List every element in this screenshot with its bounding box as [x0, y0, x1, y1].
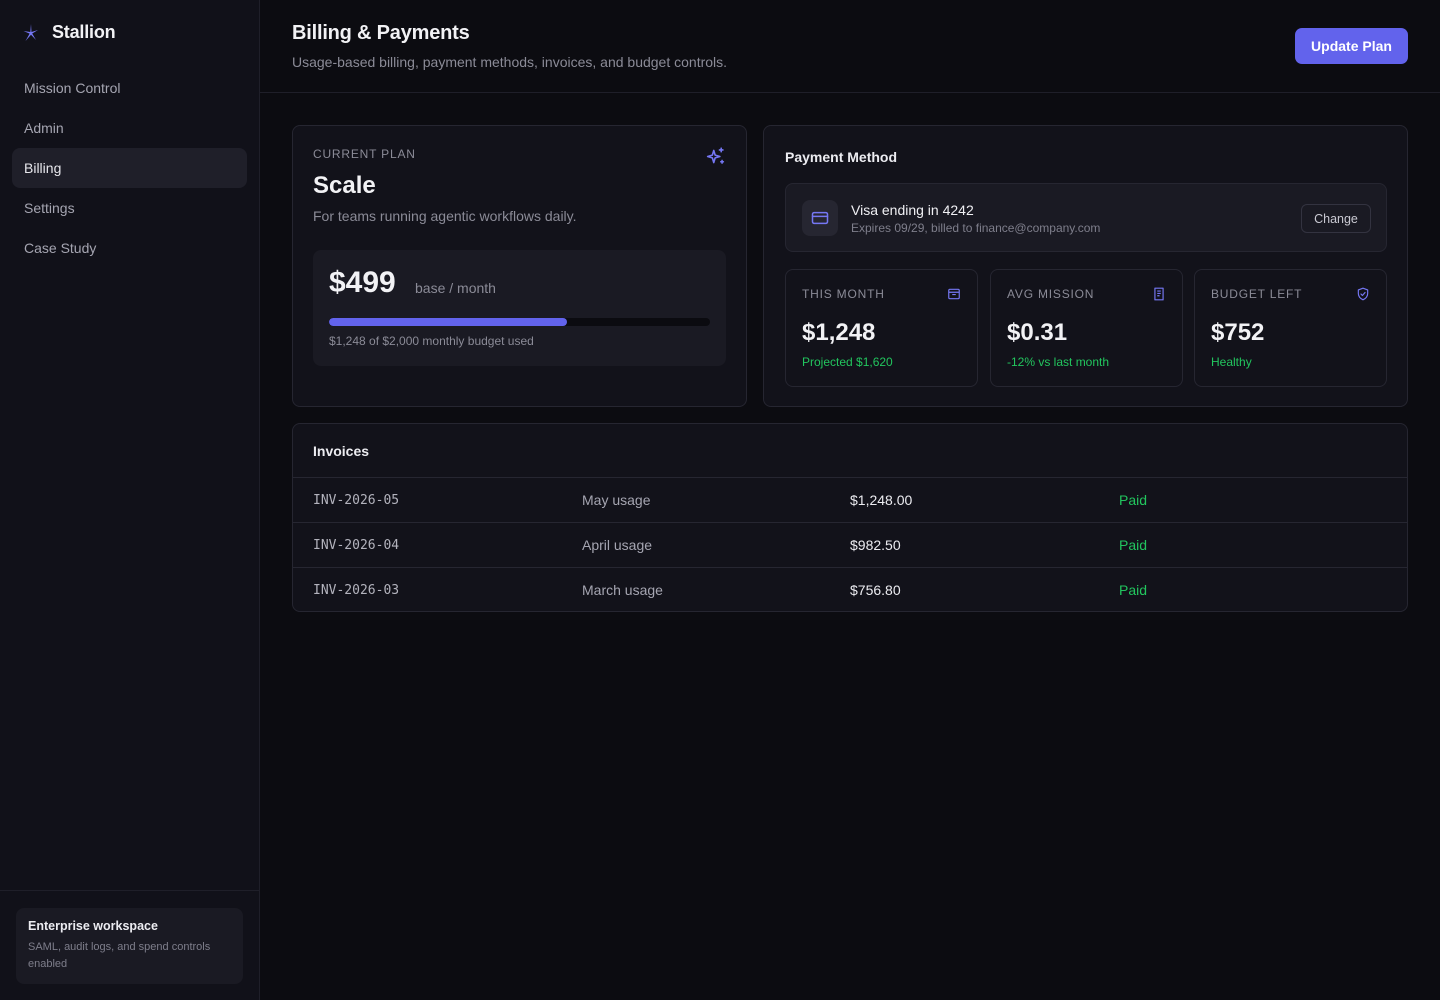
stat-note: -12% vs last month	[1007, 355, 1110, 369]
sidebar-nav: Mission Control Admin Billing Settings C…	[12, 68, 247, 268]
workspace-description: SAML, audit logs, and spend controls ena…	[28, 941, 211, 970]
plan-description: For teams running agentic workflows dail…	[313, 208, 577, 224]
stat-note: Projected $1,620	[802, 355, 893, 369]
invoice-description: March usage	[582, 582, 663, 598]
brand[interactable]: Stallion	[22, 22, 116, 43]
payment-card-title: Visa ending in 4242	[851, 202, 974, 218]
plan-label: Current Plan	[313, 147, 416, 161]
budget-usage-text: $1,248 of $2,000 monthly budget used	[329, 334, 534, 348]
sidebar-item-label: Case Study	[24, 240, 97, 256]
page-subtitle: Usage-based billing, payment methods, in…	[292, 54, 728, 70]
stat-label: This Month	[802, 287, 885, 301]
change-payment-button[interactable]: Change	[1301, 204, 1371, 233]
receipt-icon	[1154, 287, 1164, 301]
sidebar: Stallion Mission Control Admin Billing S…	[0, 0, 260, 1000]
status-badge: Paid	[1119, 492, 1148, 508]
status-badge: Paid	[1119, 537, 1148, 553]
sidebar-item-label: Billing	[24, 160, 62, 176]
sidebar-item-label: Admin	[24, 120, 64, 136]
stat-label: Budget Left	[1211, 287, 1303, 301]
stat-this-month: This Month $1,248 Projected $1,620	[785, 269, 978, 387]
payment-method-title: Payment Method	[785, 149, 898, 165]
invoices-card: Invoices INV-2026-05 May usage $1,248.00…	[292, 423, 1408, 612]
page-title: Billing & Payments	[292, 22, 470, 44]
payment-card-row: Visa ending in 4242 Expires 09/29, bille…	[785, 183, 1387, 252]
sidebar-item-case-study[interactable]: Case Study	[12, 228, 247, 268]
budget-progress-bar	[329, 318, 710, 326]
sidebar-item-admin[interactable]: Admin	[12, 108, 247, 148]
update-plan-button[interactable]: Update Plan	[1295, 28, 1408, 64]
brand-name: Stallion	[52, 22, 116, 42]
credit-card-icon	[811, 211, 829, 225]
stat-note: Healthy	[1211, 355, 1252, 369]
payment-card-subtitle: Expires 09/29, billed to finance@company…	[851, 221, 1101, 235]
sidebar-item-label: Mission Control	[24, 80, 121, 96]
stat-label: Avg Mission	[1007, 287, 1095, 301]
price-box: $499 base / month $1,248 of $2,000 month…	[313, 250, 726, 366]
invoice-amount: $982.50	[850, 537, 901, 553]
shield-check-icon	[1357, 287, 1369, 301]
page-header: Billing & Payments Usage-based billing, …	[260, 0, 1440, 93]
stat-budget-left: Budget Left $752 Healthy	[1194, 269, 1387, 387]
invoices-title: Invoices	[313, 443, 370, 459]
sidebar-item-mission-control[interactable]: Mission Control	[12, 68, 247, 108]
invoice-id: INV-2026-03	[313, 583, 400, 598]
status-badge: Paid	[1119, 582, 1148, 598]
plan-name: Scale	[313, 172, 376, 199]
credit-card-icon-wrap	[802, 200, 838, 236]
stat-value: $1,248	[802, 319, 876, 346]
invoice-id: INV-2026-04	[313, 538, 400, 553]
plan-price: $499	[329, 266, 396, 299]
stat-value: $752	[1211, 319, 1265, 346]
table-row[interactable]: INV-2026-04 April usage $982.50 Paid	[293, 522, 1407, 567]
archive-icon	[948, 288, 960, 300]
stat-avg-mission: Avg Mission $0.31 -12% vs last month	[990, 269, 1183, 387]
invoices-table: INV-2026-05 May usage $1,248.00 Paid INV…	[293, 477, 1407, 612]
invoice-id: INV-2026-05	[313, 493, 400, 508]
invoice-description: April usage	[582, 537, 653, 553]
table-row[interactable]: INV-2026-05 May usage $1,248.00 Paid	[293, 477, 1407, 522]
table-row[interactable]: INV-2026-03 March usage $756.80 Paid	[293, 567, 1407, 612]
invoice-amount: $1,248.00	[850, 492, 913, 508]
payment-method-card: Payment Method Visa ending in 4242 Expir…	[763, 125, 1408, 407]
budget-progress-fill	[329, 318, 567, 326]
plan-price-unit: base / month	[415, 280, 496, 296]
sidebar-item-settings[interactable]: Settings	[12, 188, 247, 228]
current-plan-card: Current Plan Scale For teams running age…	[292, 125, 747, 407]
invoice-amount: $756.80	[850, 582, 901, 598]
invoice-description: May usage	[582, 492, 651, 508]
stallion-logo-icon	[23, 23, 38, 41]
sidebar-item-billing[interactable]: Billing	[12, 148, 247, 188]
sparkles-icon	[706, 147, 725, 164]
workspace-card: Enterprise workspace SAML, audit logs, a…	[16, 908, 243, 984]
sidebar-footer: Enterprise workspace SAML, audit logs, a…	[0, 890, 259, 1000]
workspace-title: Enterprise workspace	[28, 919, 158, 933]
sidebar-item-label: Settings	[24, 200, 75, 216]
stat-value: $0.31	[1007, 319, 1068, 346]
